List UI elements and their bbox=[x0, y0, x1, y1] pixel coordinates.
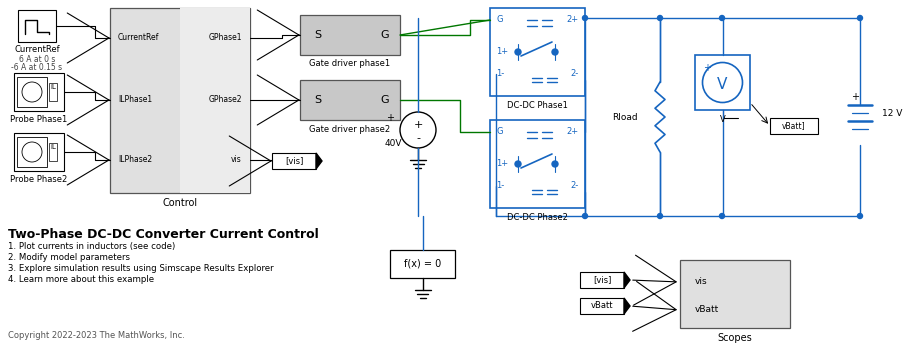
Text: 2-: 2- bbox=[571, 182, 579, 190]
Text: S: S bbox=[314, 95, 321, 105]
Text: 3. Explore simulation results using Simscape Results Explorer: 3. Explore simulation results using Sims… bbox=[8, 264, 274, 273]
Text: Scopes: Scopes bbox=[717, 333, 752, 343]
Text: DC-DC Phase2: DC-DC Phase2 bbox=[507, 213, 568, 221]
Text: f(x) = 0: f(x) = 0 bbox=[404, 259, 441, 269]
Bar bbox=[580, 272, 624, 288]
Text: vis: vis bbox=[231, 156, 242, 165]
Text: 1-: 1- bbox=[496, 182, 505, 190]
Circle shape bbox=[515, 161, 521, 167]
Text: 2+: 2+ bbox=[566, 16, 579, 24]
Text: Control: Control bbox=[162, 198, 198, 208]
Text: G: G bbox=[380, 95, 390, 105]
Text: Gate driver phase1: Gate driver phase1 bbox=[309, 60, 391, 69]
Circle shape bbox=[552, 161, 558, 167]
Circle shape bbox=[400, 112, 436, 148]
Text: DC-DC Phase1: DC-DC Phase1 bbox=[507, 101, 568, 110]
Text: vBatt]: vBatt] bbox=[782, 121, 806, 130]
Text: 1-: 1- bbox=[496, 70, 505, 79]
Text: vBatt: vBatt bbox=[695, 306, 719, 315]
Bar bbox=[390, 250, 455, 278]
Text: Gate driver phase2: Gate driver phase2 bbox=[309, 125, 391, 134]
Text: 1+: 1+ bbox=[496, 159, 508, 168]
Text: iL: iL bbox=[50, 84, 56, 90]
Circle shape bbox=[719, 214, 725, 219]
Bar bbox=[490, 8, 585, 96]
Bar bbox=[14, 73, 64, 111]
Bar bbox=[490, 120, 585, 208]
Polygon shape bbox=[624, 298, 630, 314]
Text: G: G bbox=[380, 30, 390, 40]
Bar bbox=[300, 80, 400, 120]
Circle shape bbox=[658, 214, 662, 219]
Text: 1+: 1+ bbox=[496, 47, 508, 56]
Text: +: + bbox=[414, 120, 423, 130]
Circle shape bbox=[857, 16, 862, 21]
Polygon shape bbox=[624, 272, 630, 288]
Bar bbox=[49, 83, 57, 101]
Text: ILPhase2: ILPhase2 bbox=[118, 156, 152, 165]
Circle shape bbox=[22, 142, 42, 162]
Bar bbox=[695, 55, 750, 110]
Text: +: + bbox=[851, 92, 859, 102]
Text: Rload: Rload bbox=[612, 112, 638, 121]
Text: -6 A at 0.15 s: -6 A at 0.15 s bbox=[11, 63, 63, 72]
Text: 2-: 2- bbox=[571, 70, 579, 79]
Text: 2. Modify model parameters: 2. Modify model parameters bbox=[8, 253, 130, 262]
Circle shape bbox=[582, 214, 588, 219]
Circle shape bbox=[857, 214, 862, 219]
Text: G: G bbox=[496, 16, 503, 24]
Text: 12 V: 12 V bbox=[882, 109, 903, 118]
Bar bbox=[580, 298, 624, 314]
Text: V: V bbox=[719, 116, 726, 125]
Bar bbox=[17, 77, 47, 107]
Text: S: S bbox=[314, 30, 321, 40]
Text: 40V: 40V bbox=[384, 140, 402, 149]
Text: G: G bbox=[496, 127, 503, 136]
Polygon shape bbox=[316, 153, 322, 169]
Text: iL: iL bbox=[50, 144, 56, 150]
Bar bbox=[14, 133, 64, 171]
Circle shape bbox=[658, 16, 662, 21]
Text: Probe Phase2: Probe Phase2 bbox=[10, 174, 67, 183]
Bar bbox=[17, 137, 47, 167]
Circle shape bbox=[582, 16, 588, 21]
Text: [vis]: [vis] bbox=[285, 157, 303, 166]
Bar bbox=[180, 8, 250, 193]
Bar bbox=[770, 118, 818, 134]
Text: -: - bbox=[416, 133, 420, 143]
Circle shape bbox=[719, 16, 725, 21]
Bar bbox=[110, 8, 250, 193]
Text: 6 A at 0 s: 6 A at 0 s bbox=[18, 55, 55, 63]
Text: V: V bbox=[717, 77, 728, 92]
Bar bbox=[49, 143, 57, 161]
Text: +: + bbox=[386, 113, 394, 123]
Text: 2+: 2+ bbox=[566, 127, 579, 136]
Text: Probe Phase1: Probe Phase1 bbox=[10, 114, 67, 124]
Text: vis: vis bbox=[695, 277, 707, 286]
Text: vBatt: vBatt bbox=[590, 301, 613, 310]
Bar bbox=[300, 15, 400, 55]
Text: GPhase2: GPhase2 bbox=[208, 95, 242, 104]
Circle shape bbox=[703, 63, 742, 103]
Text: +: + bbox=[703, 63, 711, 73]
Text: CurrentRef: CurrentRef bbox=[118, 33, 159, 42]
Circle shape bbox=[515, 49, 521, 55]
Text: Copyright 2022-2023 The MathWorks, Inc.: Copyright 2022-2023 The MathWorks, Inc. bbox=[8, 331, 185, 340]
Bar bbox=[680, 260, 790, 328]
Text: Two-Phase DC-DC Converter Current Control: Two-Phase DC-DC Converter Current Contro… bbox=[8, 228, 319, 241]
Text: GPhase1: GPhase1 bbox=[208, 33, 242, 42]
Circle shape bbox=[552, 49, 558, 55]
Text: [vis]: [vis] bbox=[593, 276, 612, 285]
Bar bbox=[272, 153, 316, 169]
Circle shape bbox=[22, 82, 42, 102]
Bar bbox=[18, 10, 56, 42]
Text: 4. Learn more about this example: 4. Learn more about this example bbox=[8, 275, 154, 284]
Text: CurrentRef: CurrentRef bbox=[14, 46, 60, 55]
Text: 1. Plot currents in inductors (see code): 1. Plot currents in inductors (see code) bbox=[8, 242, 175, 251]
Text: ILPhase1: ILPhase1 bbox=[118, 95, 152, 104]
